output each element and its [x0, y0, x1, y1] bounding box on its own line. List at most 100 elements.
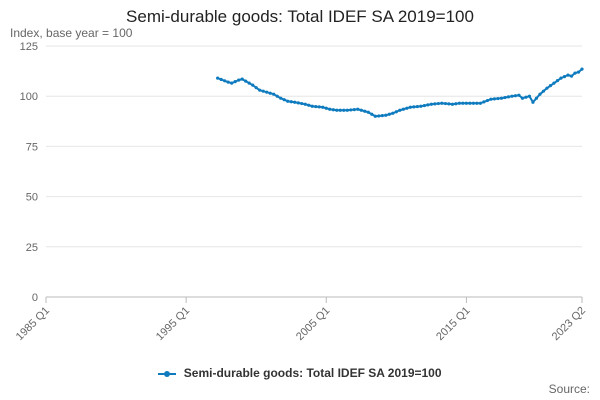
- data-point: [545, 86, 549, 90]
- data-point: [373, 114, 377, 118]
- data-point: [328, 107, 332, 111]
- y-tick-label: 100: [20, 91, 38, 103]
- data-point: [296, 101, 300, 105]
- data-point: [468, 101, 472, 105]
- data-point: [524, 95, 528, 99]
- data-point: [366, 110, 370, 114]
- y-tick-label: 0: [32, 292, 38, 304]
- data-point: [342, 108, 346, 112]
- x-tick-label: 2023 Q2: [550, 305, 588, 343]
- data-point: [541, 89, 546, 93]
- data-point: [359, 108, 363, 112]
- data-point: [223, 79, 227, 83]
- data-point: [429, 102, 433, 106]
- data-point: [576, 70, 581, 74]
- data-point: [338, 108, 342, 112]
- data-point: [482, 100, 486, 104]
- data-point: [492, 97, 497, 101]
- legend-marker-icon: [158, 369, 177, 379]
- x-tick-label: 2015 Q1: [434, 305, 472, 343]
- data-point: [531, 100, 535, 104]
- data-point: [475, 101, 479, 105]
- data-point: [433, 102, 437, 106]
- data-point: [321, 105, 325, 109]
- data-point: [489, 97, 493, 101]
- data-point: [471, 101, 475, 105]
- data-point: [286, 99, 290, 103]
- x-tick-label: 1985 Q1: [14, 305, 52, 343]
- data-point: [450, 102, 454, 106]
- data-point: [401, 107, 405, 111]
- data-point: [527, 94, 532, 98]
- x-tick-label: 1995 Q1: [154, 305, 192, 343]
- data-point: [447, 102, 451, 106]
- data-point: [408, 105, 412, 109]
- data-point: [566, 73, 570, 77]
- data-point: [244, 79, 248, 83]
- data-point: [237, 78, 241, 82]
- data-point: [282, 98, 286, 102]
- data-point: [573, 71, 577, 75]
- data-point: [569, 74, 574, 78]
- data-point: [464, 101, 468, 105]
- data-point: [405, 106, 409, 110]
- data-point: [534, 96, 539, 100]
- data-point: [363, 109, 367, 113]
- y-tick-label: 25: [26, 242, 38, 254]
- data-point: [265, 90, 269, 94]
- data-point: [485, 98, 490, 103]
- data-point: [324, 106, 328, 110]
- data-point: [272, 92, 276, 96]
- data-point: [461, 101, 465, 105]
- data-point: [436, 101, 440, 106]
- data-point: [240, 77, 244, 81]
- chart-title: Semi-durable goods: Total IDEF SA 2019=1…: [126, 7, 474, 26]
- data-point: [219, 77, 223, 82]
- data-point: [506, 95, 511, 99]
- y-tick-label: 50: [26, 192, 38, 204]
- data-point: [499, 96, 504, 100]
- data-point: [289, 100, 293, 104]
- data-point: [394, 110, 398, 114]
- legend-label: Semi-durable goods: Total IDEF SA 2019=1…: [183, 366, 442, 380]
- data-point: [398, 108, 402, 112]
- data-point: [503, 95, 507, 100]
- y-tick-label: 125: [20, 41, 38, 53]
- legend[interactable]: Semi-durable goods: Total IDEF SA 2019=1…: [0, 366, 600, 380]
- data-point: [254, 86, 258, 90]
- data-point: [356, 107, 360, 111]
- data-point: [226, 80, 230, 84]
- data-point: [268, 91, 272, 95]
- data-point: [352, 107, 356, 112]
- data-point: [412, 105, 416, 109]
- data-point: [517, 93, 521, 97]
- x-tick-label: 2005 Q1: [294, 305, 332, 343]
- data-point: [279, 96, 283, 100]
- data-point: [261, 89, 265, 93]
- data-point: [300, 101, 304, 106]
- data-point: [454, 102, 458, 106]
- data-point: [384, 113, 388, 117]
- data-point: [258, 88, 262, 92]
- data-point: [307, 103, 311, 107]
- data-point: [345, 108, 349, 112]
- y-axis-label: Index, base year = 100: [10, 26, 133, 40]
- data-point: [303, 102, 307, 106]
- data-point: [520, 96, 525, 100]
- data-point: [310, 104, 314, 108]
- data-point: [478, 101, 483, 105]
- data-point: [538, 92, 542, 96]
- data-point: [562, 75, 567, 79]
- y-tick-label: 75: [26, 141, 38, 153]
- data-point: [331, 108, 335, 112]
- data-point: [275, 94, 279, 98]
- data-point: [443, 101, 447, 106]
- data-point: [377, 114, 381, 118]
- data-point: [370, 112, 374, 116]
- data-point: [251, 83, 255, 87]
- data-point: [510, 94, 514, 98]
- data-point: [233, 80, 237, 84]
- data-point: [314, 104, 318, 109]
- data-point: [548, 84, 553, 88]
